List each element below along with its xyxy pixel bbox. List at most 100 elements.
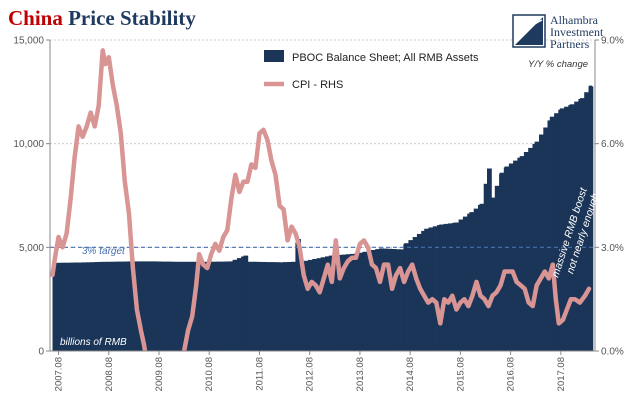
bar	[73, 262, 79, 351]
bar	[513, 160, 518, 351]
bar	[362, 251, 368, 351]
bar	[224, 261, 230, 351]
x-tick-label: 2017.08	[556, 357, 567, 391]
bar	[383, 248, 389, 351]
bar	[211, 261, 217, 351]
right-tick-label: 6.0%	[601, 139, 624, 150]
bar	[316, 258, 322, 351]
bar	[483, 183, 489, 351]
target-label: 3% target	[82, 246, 126, 257]
legend-label-balance-sheet: PBOC Balance Sheet; All RMB Assets	[292, 52, 479, 64]
bar	[207, 261, 213, 351]
bar	[396, 249, 401, 351]
bar	[584, 92, 589, 351]
x-axis-tick-labels: 2007.08 2008.08 2009.08 2010.08 2011.08 2012.…	[54, 351, 567, 391]
bar	[391, 249, 397, 351]
bar	[86, 262, 91, 351]
bar	[111, 261, 117, 351]
left-tick-label: 15,000	[13, 36, 44, 47]
bar	[274, 262, 280, 351]
bar	[443, 223, 449, 351]
x-tick-label: 2007.08	[54, 357, 65, 391]
logo-text: Alhambra Investment Partners	[550, 14, 603, 50]
bar	[56, 262, 62, 351]
right-tick-label: 3.0%	[601, 243, 624, 254]
bar	[469, 212, 475, 351]
bar	[149, 261, 154, 351]
bar	[543, 127, 549, 351]
bar	[228, 261, 234, 351]
units-label: billions of RMB	[60, 337, 127, 348]
bar	[358, 252, 363, 351]
bar	[220, 261, 226, 351]
bar	[504, 166, 510, 351]
bar	[216, 261, 221, 351]
bar	[404, 243, 409, 351]
bar	[107, 261, 112, 351]
axes	[49, 40, 596, 352]
bar	[140, 261, 146, 351]
bar	[428, 227, 434, 351]
logo-line-1: Alhambra	[550, 13, 598, 27]
x-tick-label: 2015.08	[455, 357, 466, 391]
x-tick-label: 2013.08	[355, 357, 366, 391]
bar	[178, 261, 183, 351]
chart-title-word-china: China	[8, 6, 63, 30]
bar	[278, 262, 284, 351]
bar	[379, 248, 384, 351]
bar	[345, 254, 351, 351]
bar	[257, 261, 263, 351]
bar	[262, 262, 267, 351]
bar	[77, 262, 83, 351]
bar	[375, 249, 380, 351]
bar	[144, 261, 150, 351]
bar	[270, 262, 276, 351]
bar	[199, 261, 205, 351]
bar	[165, 261, 171, 351]
bar	[245, 261, 251, 351]
bar	[337, 254, 343, 351]
bar	[416, 233, 422, 351]
bar	[479, 203, 485, 351]
x-tick-label: 2012.08	[305, 357, 316, 391]
bar	[195, 261, 200, 351]
bar	[519, 156, 525, 351]
bar	[574, 101, 579, 351]
chart-title: China Price Stability	[8, 6, 196, 31]
bar	[350, 253, 355, 351]
bar	[52, 262, 58, 351]
bar	[559, 108, 565, 352]
bar	[325, 256, 330, 351]
bar	[296, 239, 301, 351]
left-tick-label: 5,000	[19, 243, 44, 254]
bar	[203, 261, 208, 351]
bar	[99, 261, 104, 351]
bar	[119, 261, 125, 351]
bar	[569, 104, 575, 351]
bar	[65, 262, 71, 351]
bar	[549, 116, 555, 351]
bar	[115, 261, 121, 351]
bar	[236, 258, 242, 351]
x-tick-label: 2011.08	[255, 357, 266, 391]
bar	[157, 261, 162, 351]
bar	[69, 262, 75, 351]
bar	[341, 254, 347, 351]
legend-swatch-balance-sheet	[264, 50, 284, 62]
bar	[102, 261, 108, 351]
bar	[387, 248, 393, 351]
left-tick-label: 10,000	[13, 139, 44, 150]
bar	[299, 261, 305, 351]
bar	[412, 237, 418, 351]
logo-line-3: Partners	[550, 37, 590, 51]
chart-title-rest: Price Stability	[68, 6, 196, 30]
bar	[564, 106, 569, 351]
bar	[499, 172, 505, 351]
bar	[523, 152, 529, 351]
balance-sheet-bars	[52, 85, 594, 352]
x-tick-label: 2009.08	[154, 357, 165, 391]
bar	[528, 147, 533, 351]
bar	[243, 255, 249, 351]
bar	[232, 259, 238, 351]
